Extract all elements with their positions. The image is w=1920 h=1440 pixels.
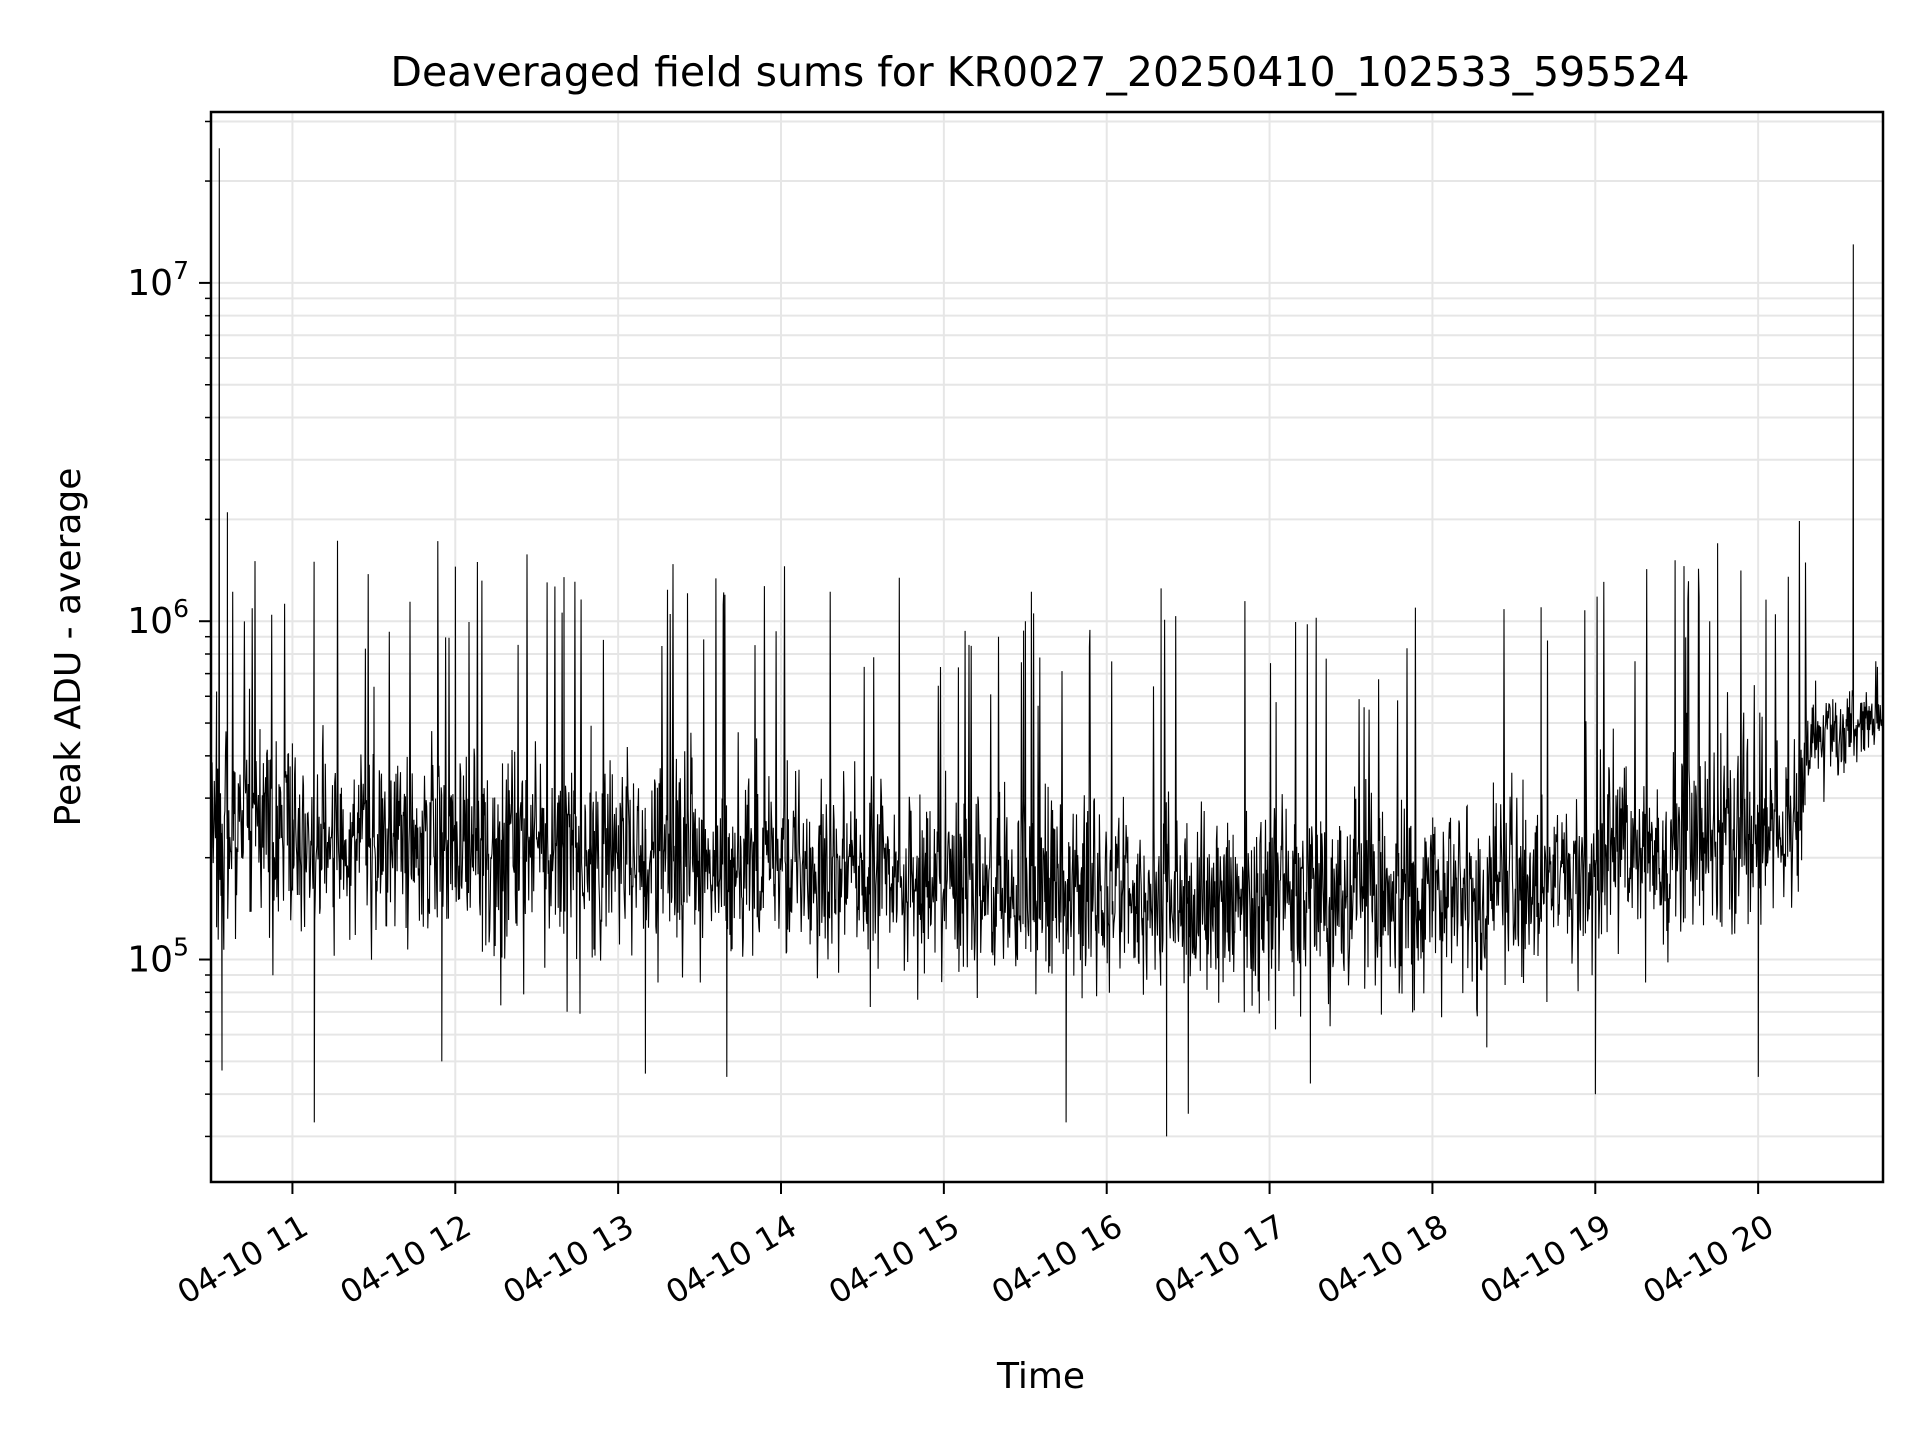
y-tick-label: 107 <box>127 256 189 304</box>
y-tick-exponent: 5 <box>173 933 189 962</box>
y-axis-label: Peak ADU - average <box>48 468 89 827</box>
y-tick-label: 106 <box>127 594 189 642</box>
axes-frame <box>209 110 1885 1184</box>
y-tick-exponent: 7 <box>173 256 189 285</box>
y-tick-base: 10 <box>127 601 173 642</box>
y-tick-base: 10 <box>127 940 173 981</box>
y-tick-base: 10 <box>127 263 173 304</box>
y-tick-exponent: 6 <box>173 594 189 623</box>
y-tick-label: 105 <box>127 933 189 981</box>
x-axis-label: Time <box>996 1356 1085 1397</box>
chart-title: Deaveraged field sums for KR0027_2025041… <box>390 48 1689 96</box>
series-group <box>210 148 1884 1137</box>
series-line <box>210 148 1884 1137</box>
